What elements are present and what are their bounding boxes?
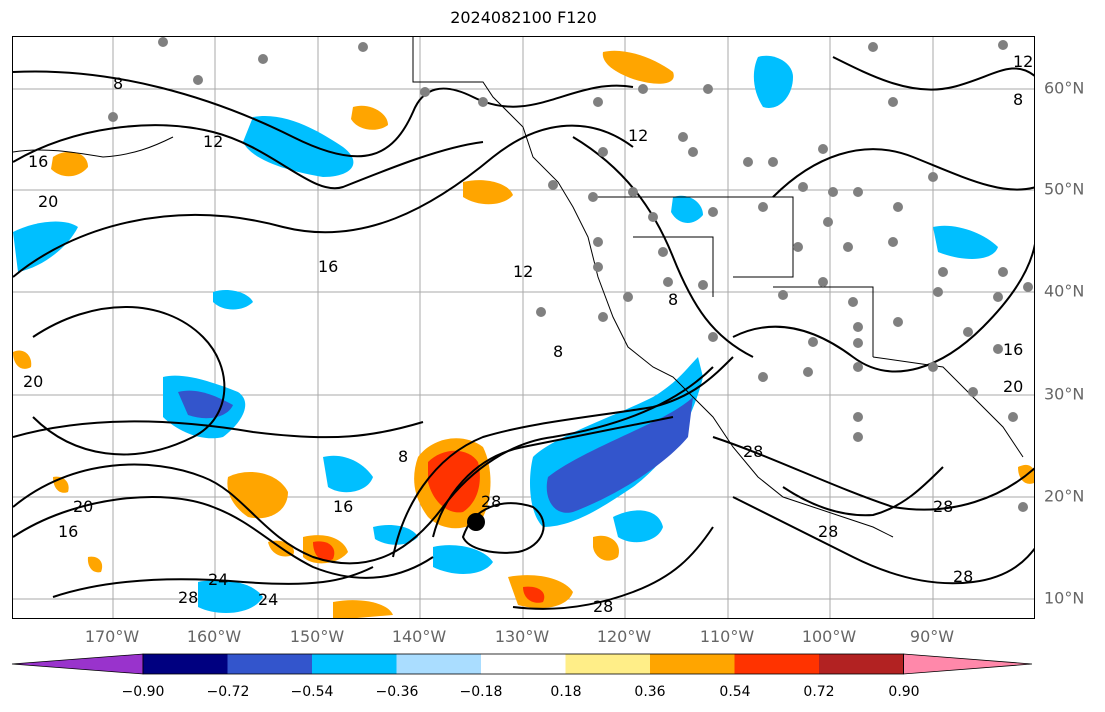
lat-label: 30°N xyxy=(1044,384,1085,404)
contour-label: 24 xyxy=(208,570,228,589)
lon-label: 120°W xyxy=(596,627,652,646)
contour-label-group: 8 12 8 12 12 16 20 16 12 8 8 20 16 20 8 … xyxy=(23,52,1033,616)
lat-label: 60°N xyxy=(1044,78,1085,98)
contour-label: 8 xyxy=(398,447,408,466)
contour-label: 20 xyxy=(23,372,43,391)
contour-label: 8 xyxy=(1013,90,1023,109)
contour-label: 8 xyxy=(113,74,123,93)
colorbar-tick-label: 0.72 xyxy=(803,684,835,700)
colorbar-tick-label: −0.18 xyxy=(459,684,503,700)
colorbar-tick-label: 0.90 xyxy=(888,684,920,700)
colorbar-tick-label: −0.90 xyxy=(121,684,165,700)
map-canvas: 8 12 8 12 12 16 20 16 12 8 8 20 16 20 8 … xyxy=(13,37,1034,618)
lon-label: 110°W xyxy=(699,627,755,646)
colorbar-tick-label: 0.36 xyxy=(634,684,666,700)
positive-anomaly-fill xyxy=(13,50,1034,618)
lon-label: 90°W xyxy=(909,627,955,646)
contour-label: 28 xyxy=(178,588,198,607)
contour-label: 20 xyxy=(73,497,93,516)
colorbar-extension-high xyxy=(903,653,1033,675)
contour-label: 28 xyxy=(593,597,613,616)
contour-label: 20 xyxy=(38,192,58,211)
contour-label: 8 xyxy=(553,342,563,361)
lat-label: 20°N xyxy=(1044,486,1085,506)
colorbar-tick-label: 0.54 xyxy=(719,684,751,700)
contour-label: 16 xyxy=(318,257,338,276)
contour-label: 8 xyxy=(668,290,678,309)
contour-lines xyxy=(13,56,1034,610)
contour-label: 16 xyxy=(333,497,353,516)
colorbar-segment xyxy=(143,654,228,674)
colorbar-segment xyxy=(650,654,735,674)
lon-label: 150°W xyxy=(289,627,345,646)
colorbar-segment xyxy=(227,654,313,674)
lon-label: 170°W xyxy=(84,627,140,646)
colorbar-outline xyxy=(142,653,904,675)
coastlines xyxy=(13,37,1024,538)
colorbar-extension-low xyxy=(11,653,144,675)
contour-label: 12 xyxy=(513,262,533,281)
lon-label: 100°W xyxy=(801,627,857,646)
negative-anomaly-fill xyxy=(13,55,998,613)
contour-label: 12 xyxy=(628,126,648,145)
colorbar-segment xyxy=(396,654,482,674)
colorbar-segment xyxy=(312,654,397,674)
contour-label: 28 xyxy=(481,492,501,511)
contour-label: 28 xyxy=(818,522,838,541)
contour-label: 16 xyxy=(28,152,48,171)
colorbar-tick-label: −0.72 xyxy=(206,684,250,700)
contour-label: 24 xyxy=(258,590,278,609)
colorbar-segment xyxy=(565,654,651,674)
contour-label: 28 xyxy=(953,567,973,586)
lat-label: 10°N xyxy=(1044,588,1085,608)
lon-label: 160°W xyxy=(186,627,242,646)
colorbar-tick-label: 0.18 xyxy=(550,684,582,700)
lon-label: 140°W xyxy=(391,627,447,646)
map-panel: 8 12 8 12 12 16 20 16 12 8 8 20 16 20 8 … xyxy=(12,36,1035,619)
contour-label: 16 xyxy=(1003,340,1023,359)
colorbar-tick-label: −0.36 xyxy=(375,684,419,700)
contour-label: 28 xyxy=(933,497,953,516)
colorbar-segment xyxy=(734,654,820,674)
station-markers xyxy=(108,37,1033,512)
colorbar xyxy=(11,653,1033,675)
colorbar-segment xyxy=(481,654,566,674)
contour-label: 12 xyxy=(203,132,223,151)
lon-label: 130°W xyxy=(494,627,550,646)
map-title: 2024082100 F120 xyxy=(450,8,597,27)
lat-label: 40°N xyxy=(1044,281,1085,301)
colorbar-segment xyxy=(819,654,904,674)
contour-label: 28 xyxy=(743,442,763,461)
contour-label: 12 xyxy=(1013,52,1033,71)
colorbar-tick-label: −0.54 xyxy=(290,684,334,700)
lat-label: 50°N xyxy=(1044,179,1085,199)
contour-label: 16 xyxy=(58,522,78,541)
storm-center-marker xyxy=(467,513,485,531)
contour-label: 20 xyxy=(1003,377,1023,396)
